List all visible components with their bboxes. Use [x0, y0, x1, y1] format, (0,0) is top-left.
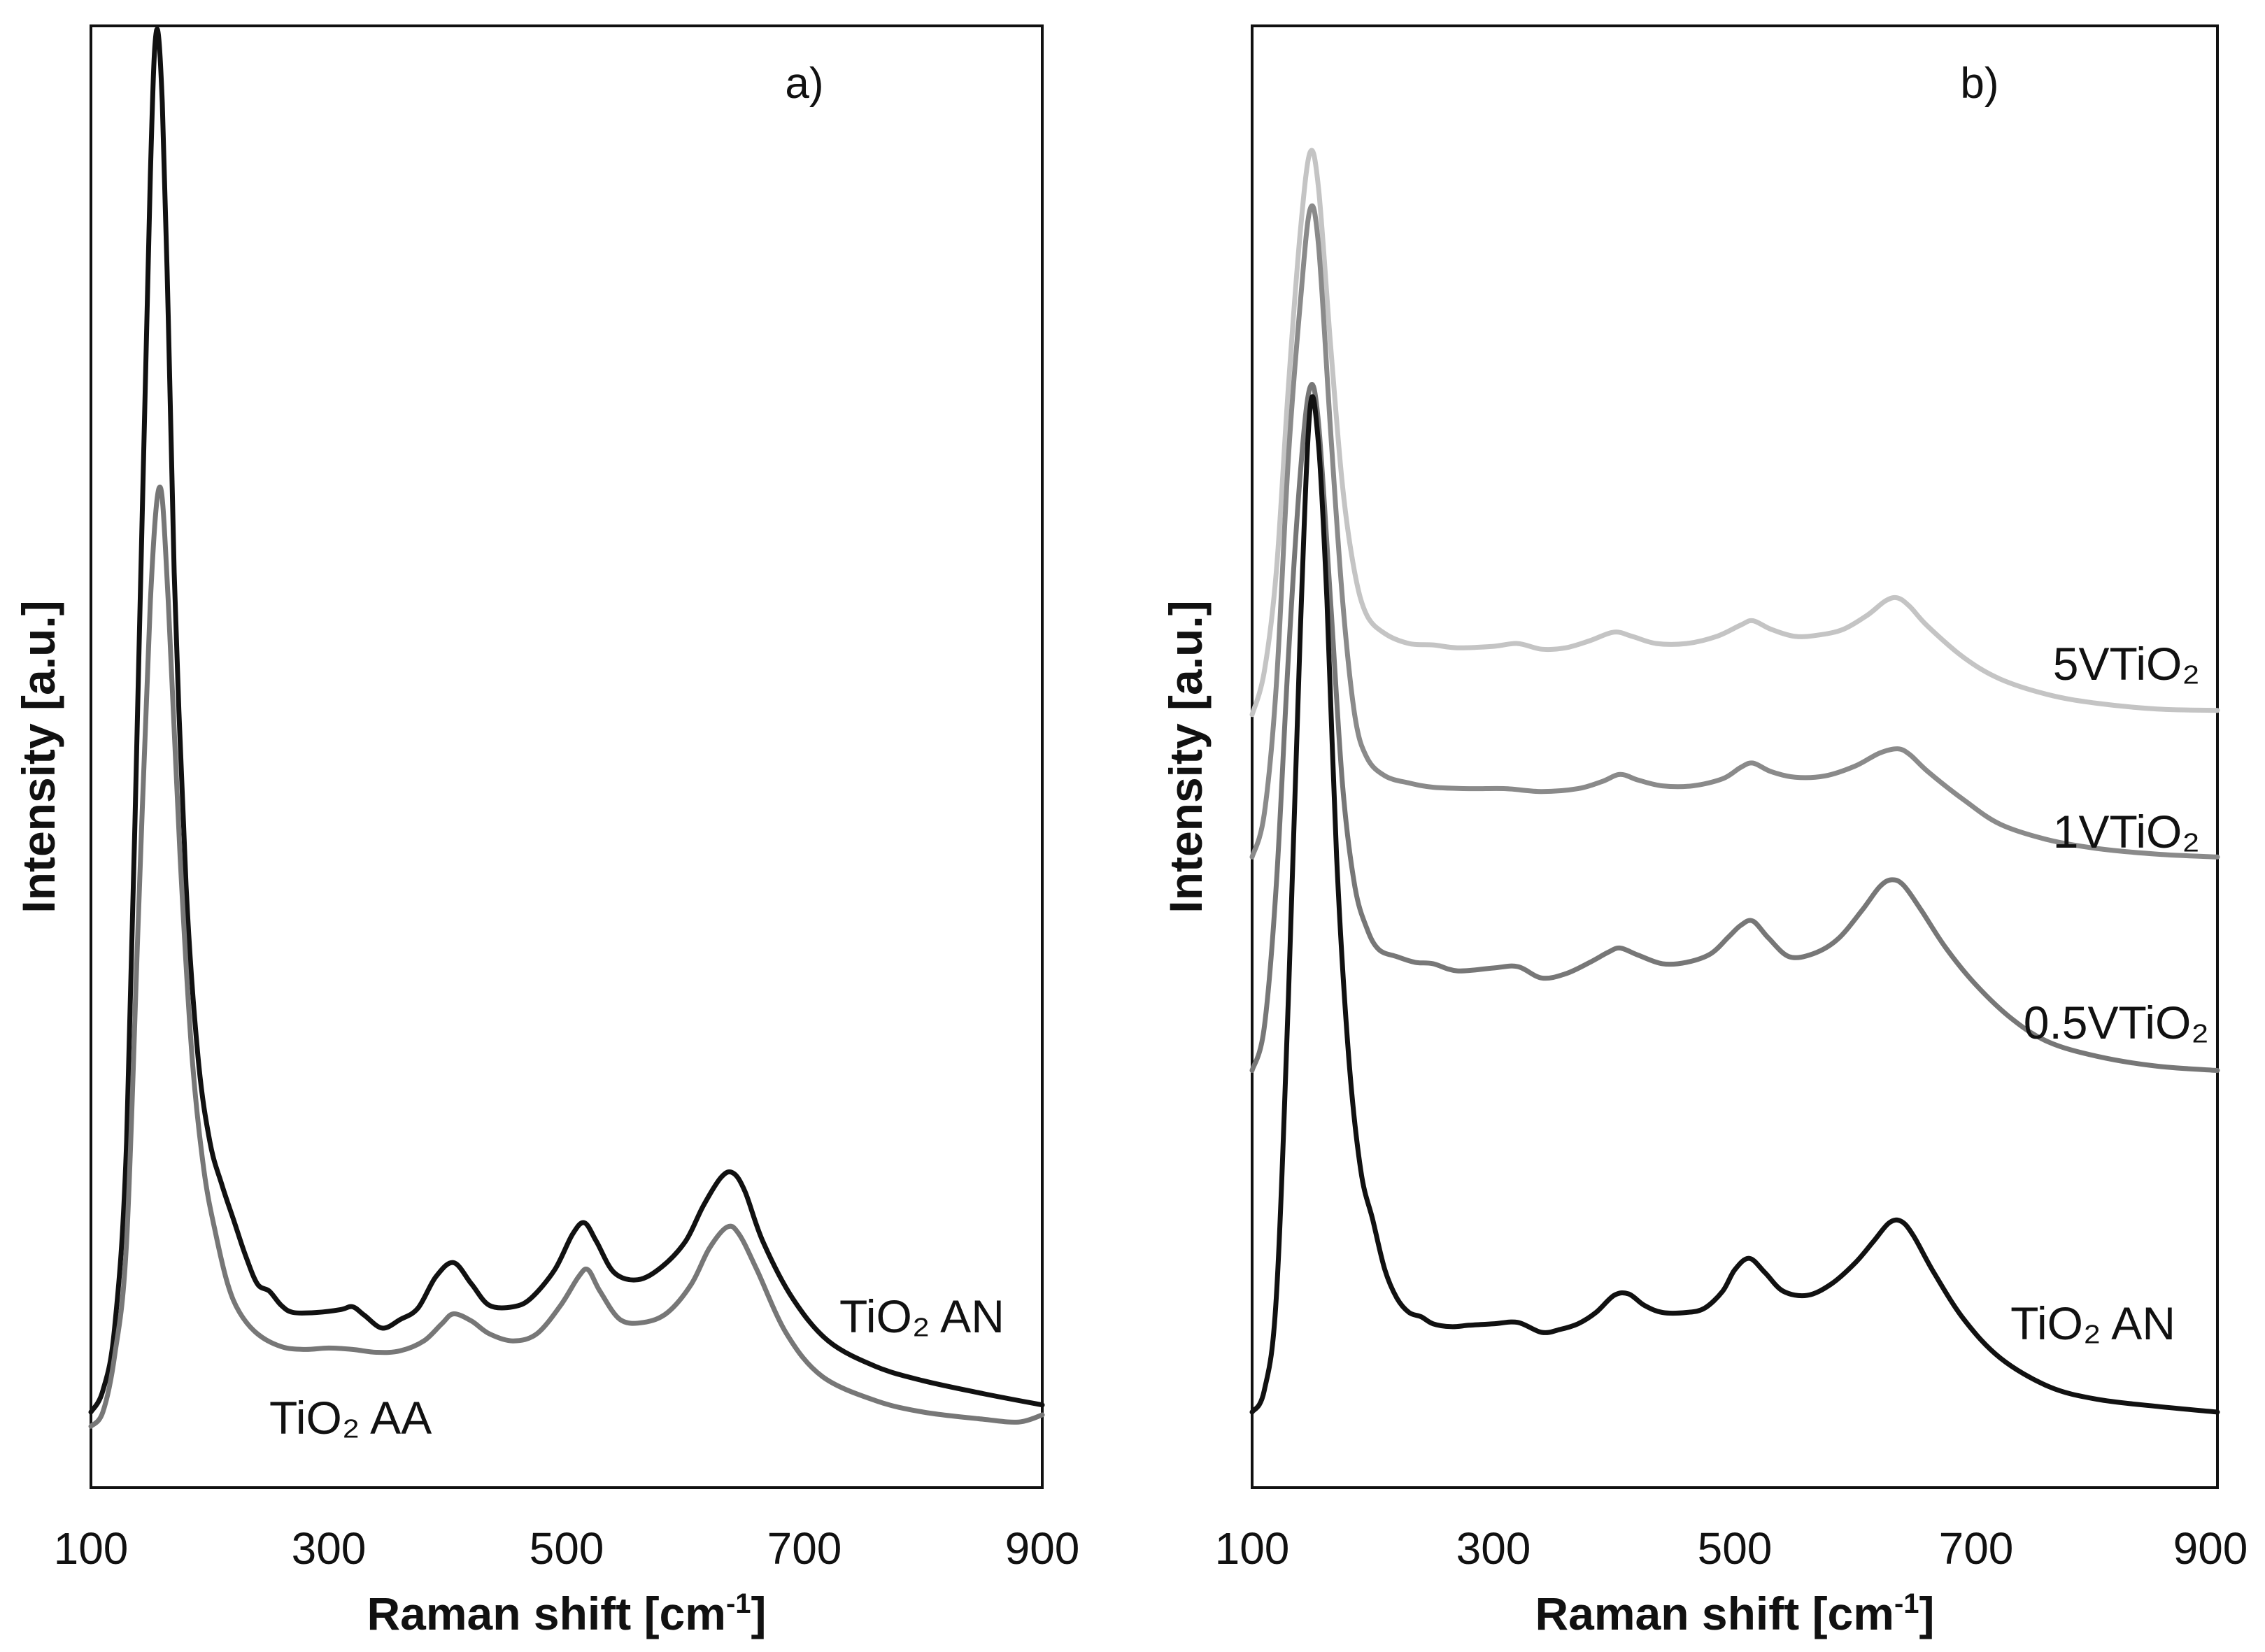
- panel-b-label: b): [1960, 59, 1998, 108]
- panel-b-y-axis-title: Intensity [a.u.]: [1160, 600, 1212, 913]
- panel-b-series-label-tio2-an: TiO₂ AN: [2010, 1297, 2175, 1349]
- panel-a-x-tick-700: 700: [767, 1523, 842, 1574]
- panel-a-series-label-tio2-an: TiO₂ AN: [839, 1290, 1004, 1342]
- panel-b-series-group: [1249, 148, 2220, 1415]
- panel-a-x-axis-title-end: ]: [751, 1588, 767, 1639]
- panel-b-series-label-1vtio2: 1VTiO₂: [2053, 806, 2200, 857]
- panel-a-series-label-tio2-aa: TiO₂ AA: [269, 1392, 432, 1444]
- panel-b-series-line-tio-an: [1249, 394, 2220, 1415]
- panel-a-plot-frame: [90, 24, 1044, 1489]
- panel-a-y-axis-title: Intensity [a.u.]: [13, 600, 64, 913]
- panel-a-x-ticks: 100 300 500 700 900: [54, 1523, 1080, 1574]
- panel-b-series-line-5vtio: [1249, 148, 2220, 718]
- panel-b-x-axis-title-sup: -1: [1894, 1588, 1919, 1619]
- panel-a-x-axis-title: Raman shift [cm-1]: [367, 1588, 767, 1639]
- panel-a: a) TiO₂ AN TiO₂ AA 100 300 500 700 900 R…: [13, 24, 1080, 1639]
- panel-a-x-axis-title-main: Raman shift [cm: [367, 1588, 726, 1639]
- panel-a-x-tick-500: 500: [530, 1523, 604, 1574]
- panel-a-x-tick-100: 100: [54, 1523, 129, 1574]
- panel-b-x-tick-900: 900: [2173, 1523, 2248, 1574]
- panel-b-series-label-0-5vtio2: 0.5VTiO₂: [2024, 997, 2209, 1048]
- panel-b: b) 5VTiO₂ 1VTiO₂ 0.5VTiO₂ TiO₂ AN 100 30…: [1160, 24, 2248, 1639]
- panel-b-x-tick-700: 700: [1939, 1523, 2014, 1574]
- panel-a-label: a): [785, 59, 823, 108]
- panel-a-x-tick-300: 300: [292, 1523, 367, 1574]
- panel-b-x-axis-title-main: Raman shift [cm: [1535, 1588, 1894, 1639]
- panel-b-x-tick-300: 300: [1456, 1523, 1531, 1574]
- panel-b-series-line-0-5vtio: [1249, 382, 2220, 1073]
- panel-a-x-axis-title-sup: -1: [726, 1588, 751, 1619]
- panel-b-plot-frame: [1251, 24, 2219, 1489]
- panel-a-series-line-tio-aa: [88, 484, 1045, 1429]
- panel-a-x-tick-900: 900: [1005, 1523, 1080, 1574]
- panel-b-x-axis-title: Raman shift [cm-1]: [1535, 1588, 1935, 1639]
- panel-b-x-tick-100: 100: [1215, 1523, 1290, 1574]
- panel-b-x-tick-500: 500: [1698, 1523, 1773, 1574]
- panel-a-series-line-tio-an: [88, 27, 1045, 1415]
- panel-b-series-line-1vtio: [1249, 203, 2220, 860]
- panel-b-series-label-5vtio2: 5VTiO₂: [2053, 638, 2200, 690]
- panel-b-x-ticks: 100 300 500 700 900: [1215, 1523, 2248, 1574]
- panel-a-series-group: [88, 27, 1045, 1429]
- panel-b-x-axis-title-end: ]: [1919, 1588, 1935, 1639]
